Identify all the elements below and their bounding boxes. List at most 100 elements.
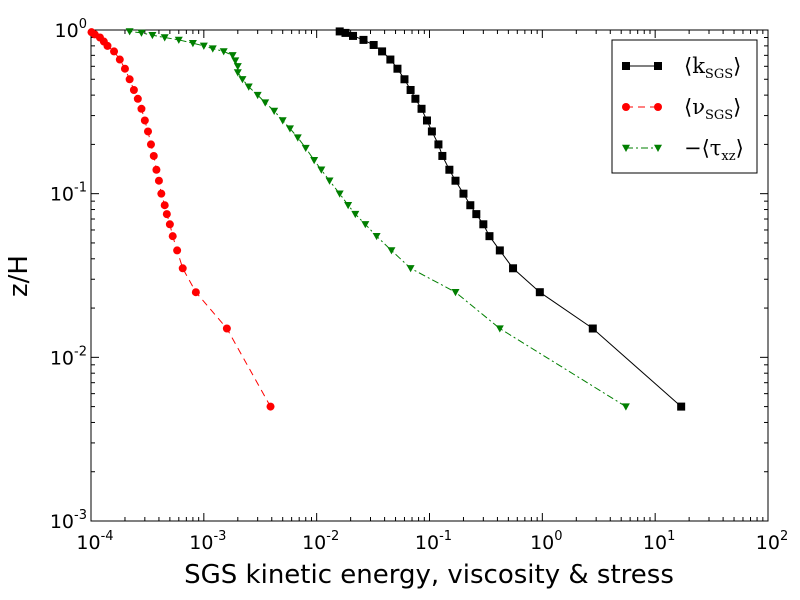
data-point	[422, 116, 431, 125]
data-point	[120, 64, 129, 73]
data-point	[129, 85, 138, 94]
data-point	[222, 324, 231, 333]
data-point	[378, 47, 387, 56]
legend-item: ⟨kSGS⟩	[622, 54, 741, 82]
data-point	[335, 190, 344, 198]
data-point	[157, 189, 166, 198]
data-point	[191, 288, 200, 297]
data-point	[400, 75, 409, 84]
data-point	[387, 247, 396, 255]
data-point	[125, 28, 134, 36]
legend-item: ⟨νSGS⟩	[622, 95, 741, 123]
data-point	[411, 94, 420, 103]
data-point	[535, 288, 544, 297]
data-point	[233, 63, 242, 71]
series-layer	[87, 27, 686, 411]
x-tick-labels: 10-4 10-3 10-2 10-1 100 101 102	[76, 529, 788, 554]
data-point	[451, 289, 460, 297]
data-point	[238, 76, 247, 84]
data-point	[146, 140, 155, 149]
data-point	[393, 64, 402, 73]
data-point	[386, 55, 395, 64]
legend-item: −⟨τxz⟩	[622, 136, 744, 164]
data-point	[451, 176, 460, 185]
data-point	[154, 176, 163, 185]
data-point	[115, 55, 124, 64]
data-point	[165, 220, 174, 229]
y-tick-label: 10-2	[50, 344, 87, 369]
series-line	[91, 31, 271, 407]
data-point	[621, 403, 630, 411]
legend-box	[611, 39, 758, 174]
data-point	[261, 99, 270, 107]
series-line	[339, 30, 682, 407]
data-point	[588, 324, 597, 333]
y-tick-label: 10-1	[50, 181, 87, 206]
data-point	[87, 28, 96, 37]
legend-label: −⟨τxz⟩	[684, 136, 744, 164]
data-point	[677, 402, 686, 411]
data-point	[344, 202, 353, 210]
data-point	[372, 232, 381, 241]
legend-marker	[654, 103, 662, 111]
data-point	[228, 52, 237, 60]
data-point	[110, 47, 119, 56]
data-point	[152, 165, 161, 174]
data-point	[178, 264, 187, 273]
data-point	[125, 75, 134, 84]
data-point	[361, 221, 370, 229]
data-point	[479, 220, 488, 229]
data-point	[140, 116, 149, 125]
data-point	[168, 232, 177, 241]
data-point	[301, 144, 310, 153]
data-point	[466, 201, 475, 210]
data-point	[137, 29, 146, 37]
data-point	[285, 125, 294, 133]
data-point	[417, 104, 426, 113]
data-point	[148, 31, 157, 40]
legend: ⟨kSGS⟩ ⟨νSGS⟩ −⟨τxz⟩	[611, 39, 758, 174]
data-point	[485, 232, 494, 241]
data-point	[266, 402, 275, 411]
y-axis-label: z/H	[4, 255, 34, 297]
legend-label: ⟨νSGS⟩	[684, 95, 741, 123]
data-point	[317, 166, 326, 174]
x-axis-label: SGS kinetic energy, viscosity & stress	[184, 560, 674, 590]
legend-marker	[622, 144, 630, 152]
data-point	[445, 165, 454, 174]
series-1	[335, 27, 686, 411]
legend-marker	[622, 62, 630, 70]
data-point	[278, 117, 287, 125]
x-tick-label: 101	[643, 529, 675, 554]
data-point	[253, 91, 262, 100]
data-point	[233, 69, 242, 77]
data-point	[137, 104, 146, 113]
data-point	[174, 36, 183, 44]
legend-marker	[622, 103, 630, 111]
data-point	[244, 83, 253, 91]
legend-label: ⟨kSGS⟩	[684, 54, 741, 82]
data-point	[149, 151, 158, 160]
data-point	[495, 325, 504, 333]
data-point	[160, 201, 169, 210]
legend-marker	[654, 144, 662, 152]
data-point	[325, 177, 334, 185]
data-point	[406, 85, 415, 94]
data-point	[188, 40, 197, 48]
data-point	[341, 28, 350, 37]
data-point	[434, 140, 443, 149]
data-point	[208, 45, 217, 53]
data-point	[310, 157, 319, 165]
data-point	[162, 210, 171, 219]
x-tick-label: 10-2	[302, 529, 339, 554]
data-point	[173, 246, 182, 255]
series-3	[125, 28, 630, 411]
data-point	[293, 134, 302, 142]
x-tick-label: 10-1	[415, 529, 452, 554]
data-point	[219, 48, 228, 56]
x-tick-label: 102	[756, 529, 788, 554]
data-point	[335, 27, 344, 36]
data-point	[349, 31, 358, 40]
data-point	[427, 127, 436, 136]
